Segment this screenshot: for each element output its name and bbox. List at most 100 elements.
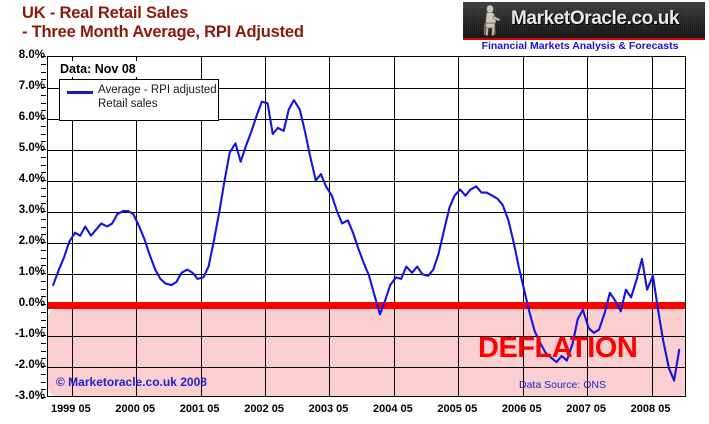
y-axis-minor-tick <box>41 234 46 236</box>
seated-figure-icon <box>483 4 501 36</box>
gridline-vertical <box>651 57 653 396</box>
gridline-vertical <box>71 57 73 396</box>
y-axis-minor-tick <box>41 319 46 321</box>
x-axis-tick-label: 2004 05 <box>373 403 413 415</box>
gridline <box>48 119 685 120</box>
zero-reference-line <box>48 301 685 309</box>
gridline <box>48 274 685 275</box>
y-axis-tick-label: 8.0% <box>18 49 45 61</box>
chart-title-line-2: - Three Month Average, RPI Adjusted <box>22 23 304 41</box>
y-axis-minor-tick <box>41 125 46 127</box>
legend-label-retail-sales: Average - RPI adjusted Retail sales <box>98 84 217 110</box>
y-axis-tick-label: 2.0% <box>18 235 45 247</box>
y-axis-minor-tick <box>41 71 46 73</box>
y-axis-minor-tick <box>41 242 46 243</box>
x-axis: 1999 05 2000 05 2001 05 2002 05 2003 05 2004 … <box>47 400 686 420</box>
y-axis-minor-tick <box>41 389 46 391</box>
y-axis-minor-tick <box>41 118 46 119</box>
y-axis-tick-label: 6.0% <box>18 111 45 123</box>
y-axis-minor-tick <box>41 342 46 344</box>
gridline-vertical <box>587 57 589 396</box>
y-axis-minor-tick <box>41 265 46 267</box>
y-axis-minor-tick <box>41 87 46 88</box>
y-axis-minor-tick <box>41 211 46 212</box>
x-axis-tick-label: 2002 05 <box>244 403 284 415</box>
y-axis-minor-tick <box>41 172 46 174</box>
y-axis-minor-tick <box>41 156 46 158</box>
x-axis-tick-label: 2008 05 <box>630 403 671 415</box>
gridline <box>48 88 685 89</box>
y-axis-minor-tick <box>41 273 46 274</box>
y-axis-minor-tick <box>41 381 46 383</box>
gridline <box>48 367 685 368</box>
y-axis-tick-label: 1.0% <box>18 266 45 278</box>
gridline <box>48 181 685 182</box>
y-axis-minor-tick <box>41 311 46 313</box>
data-source-note: Data Source: ONS <box>519 379 606 391</box>
y-axis-minor-tick <box>41 63 46 65</box>
x-axis-tick-label: 2001 05 <box>179 403 220 415</box>
x-axis-tick-label: 2005 05 <box>437 403 478 415</box>
series-line-retail-sales <box>52 99 681 382</box>
marketoracle-logo[interactable]: MarketOracle.co.uk <box>463 2 705 38</box>
chart-title: UK - Real Retail Sales - Three Month Ave… <box>22 4 442 42</box>
chart-title-line-1: UK - Real Retail Sales <box>22 4 189 22</box>
y-axis-minor-tick <box>41 141 46 143</box>
y-axis-minor-tick <box>41 288 46 290</box>
y-axis-minor-tick <box>41 195 46 197</box>
y-axis-minor-tick <box>41 56 46 57</box>
logo-brand-text: MarketOracle.co.uk <box>511 8 680 29</box>
y-axis-minor-tick <box>41 397 46 398</box>
gridline-vertical <box>136 57 138 396</box>
x-axis-tick-label: 2006 05 <box>501 403 542 415</box>
y-axis-minor-tick <box>41 350 46 352</box>
logo-divider <box>463 38 705 40</box>
logo-tagline: Financial Markets Analysis & Forecasts <box>481 40 679 52</box>
y-axis-minor-tick <box>41 133 46 135</box>
y-axis-minor-tick <box>41 110 46 112</box>
logo-texture <box>463 2 705 38</box>
y-axis-minor-tick <box>41 187 46 189</box>
y-axis-minor-tick <box>41 249 46 251</box>
gridline <box>48 336 685 337</box>
gridline <box>48 243 685 244</box>
y-axis-tick-label: 7.0% <box>18 80 45 92</box>
y-axis-minor-tick <box>41 102 46 104</box>
y-axis-tick-label: -2.0% <box>14 359 45 371</box>
y-axis-tick-label: -1.0% <box>14 328 45 340</box>
y-axis-minor-tick <box>41 203 46 205</box>
x-axis-tick-label: 2007 05 <box>566 403 607 415</box>
y-axis-minor-tick <box>41 280 46 282</box>
gridline-vertical <box>522 57 524 396</box>
y-axis-minor-tick <box>41 296 46 298</box>
y-axis-tick-label: 3.0% <box>18 204 45 216</box>
y-axis-minor-tick <box>41 218 46 220</box>
y-axis-tick-label: 4.0% <box>18 173 45 185</box>
y-axis-minor-tick <box>41 327 46 329</box>
y-axis-minor-tick <box>41 335 46 336</box>
y-axis-minor-tick <box>41 304 46 305</box>
y-axis-minor-tick <box>41 358 46 360</box>
y-axis-minor-tick <box>41 257 46 259</box>
deflation-shaded-region <box>48 307 685 396</box>
x-axis-tick-label: 1999 05 <box>50 403 91 415</box>
y-axis-tick-label: -3.0% <box>14 390 45 402</box>
gridline-vertical <box>393 57 395 396</box>
data-vintage-label: Data: Nov 08 <box>57 61 139 77</box>
x-axis-tick-label: 2000 05 <box>115 403 156 415</box>
deflation-annotation: DEFLATION <box>478 332 638 364</box>
legend: Average - RPI adjusted Retail sales <box>59 79 219 121</box>
y-axis-minor-tick <box>41 180 46 181</box>
gridline-vertical <box>200 57 202 396</box>
gridline <box>48 150 685 151</box>
gridline-vertical <box>458 57 460 396</box>
plot-area <box>47 56 686 397</box>
x-axis-tick-label: 2003 05 <box>308 403 349 415</box>
y-axis-minor-tick <box>41 79 46 81</box>
y-axis-minor-tick <box>41 164 46 166</box>
y-axis-minor-tick <box>41 373 46 375</box>
y-axis-minor-tick <box>41 149 46 150</box>
y-axis-minor-tick <box>41 226 46 228</box>
copyright-notice: © Marketoracle.co.uk 2008 <box>56 375 207 389</box>
